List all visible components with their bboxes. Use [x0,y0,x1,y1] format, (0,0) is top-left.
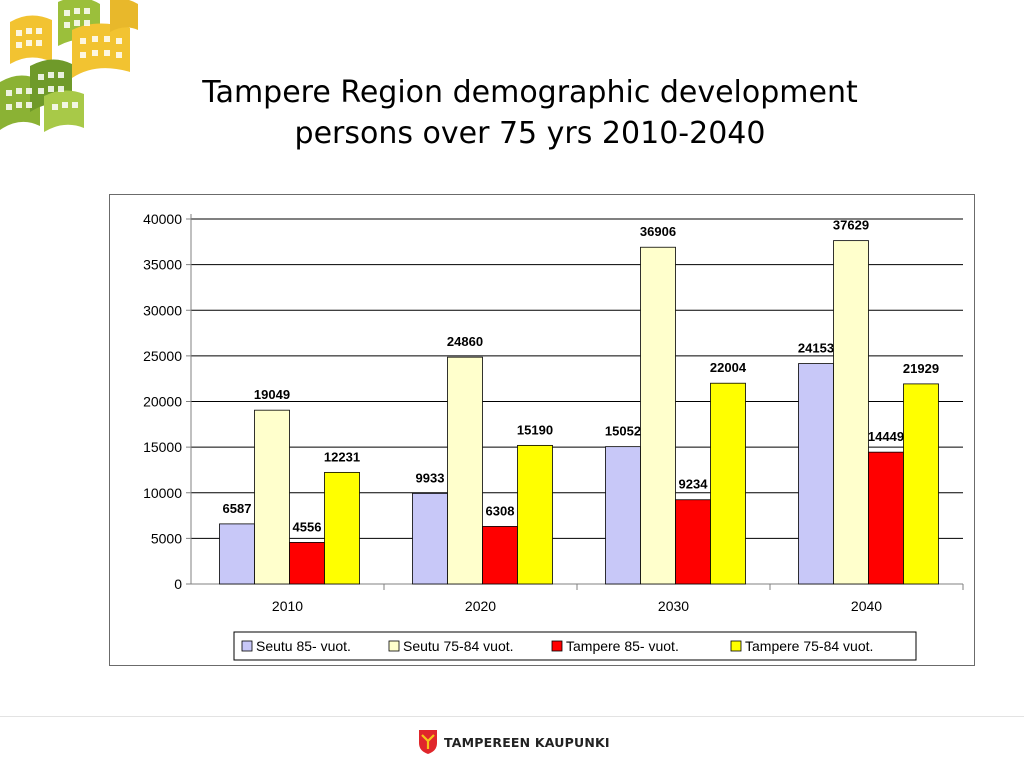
data-label: 24153 [798,341,834,356]
bar [710,382,746,585]
data-label: 21929 [903,361,939,376]
data-label: 15190 [517,422,553,437]
city-crest-icon [419,730,437,754]
slide-title-line-2: persons over 75 yrs 2010-2040 [294,116,766,151]
x-tick-label: 2010 [272,598,303,614]
y-tick-label: 15000 [143,439,182,455]
y-tick-label: 30000 [143,302,182,318]
data-label: 6308 [486,503,515,518]
logo-grid-holes [6,8,122,110]
legend-swatch [730,640,742,652]
bar [254,409,290,585]
y-tick-label: 5000 [151,530,182,546]
y-tick-label: 0 [174,576,182,592]
data-label: 14449 [868,429,904,444]
x-tick-label: 2030 [658,598,689,614]
bar [675,499,711,585]
bar [903,383,939,585]
bar [447,356,483,585]
legend-label: Tampere 85- vuot. [566,638,679,654]
slide-title: Tampere Region demographic development p… [130,72,930,154]
data-label: 36906 [640,224,676,239]
footer-brand: TAMPEREEN KAUPUNKI [444,734,610,750]
data-label: 15052 [605,424,641,439]
bar [517,444,553,585]
data-label: 9933 [416,470,445,485]
data-label: 12231 [324,449,360,464]
bar [605,446,641,585]
legend-swatch [241,640,253,652]
chart-frame: 0 5000 10000 15000 20000 25000 30000 35000 40000… [109,194,975,666]
data-label: 37629 [833,218,869,233]
footer-divider [0,716,1024,717]
y-tick-label: 10000 [143,485,182,501]
data-label: 9234 [679,477,709,492]
data-label: 19049 [254,387,290,402]
data-label: 6587 [223,501,252,516]
legend-label: Seutu 75-84 vuot. [403,638,514,654]
bar [289,542,325,585]
legend-box [233,631,917,661]
legend-swatch [551,640,563,652]
bar [324,471,360,585]
bar [868,451,904,585]
bar [798,363,834,585]
y-tick-label: 20000 [143,394,182,410]
legend-swatch [388,640,400,652]
bar [412,492,448,585]
slide-title-line-1: Tampere Region demographic development [202,75,858,110]
y-tick-label: 25000 [143,348,182,364]
x-tick-label: 2020 [465,598,496,614]
data-label: 24860 [447,334,483,349]
data-label: 4556 [293,519,322,534]
legend-label: Tampere 75-84 vuot. [745,638,873,654]
legend-label: Seutu 85- vuot. [256,638,351,654]
footer-logo: TAMPEREEN KAUPUNKI [418,729,610,755]
bar-chart: 0 5000 10000 15000 20000 25000 30000 35000 40000… [143,211,964,661]
bar [219,523,255,585]
bar [640,246,676,585]
bar [833,240,869,585]
bar [482,526,518,585]
logo-tile [0,0,138,132]
x-tick-label: 2040 [851,598,882,614]
y-tick-label: 40000 [143,211,182,227]
data-label: 22004 [710,360,747,375]
decorative-logo-pattern [0,0,138,132]
y-tick-label: 35000 [143,257,182,273]
